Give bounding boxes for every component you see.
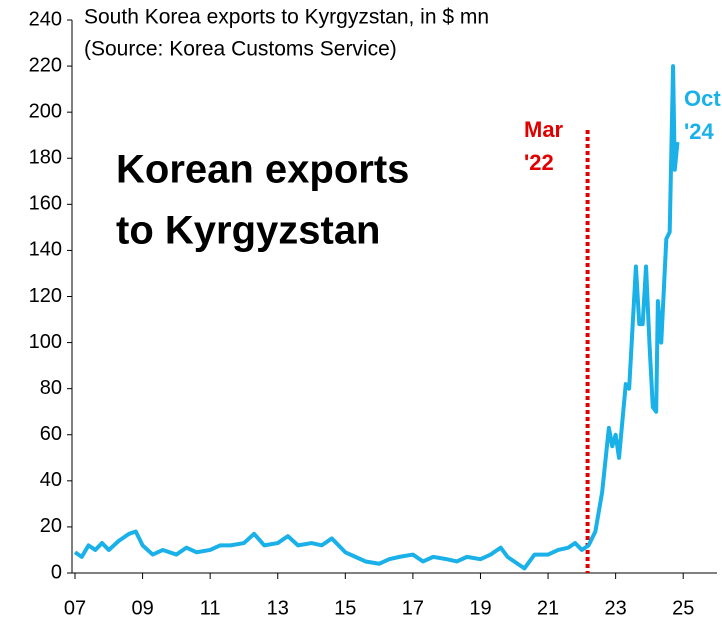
x-tick-label: 19	[469, 597, 491, 619]
x-tick-label: 07	[64, 597, 86, 619]
x-tick-label: 25	[672, 597, 694, 619]
y-tick-label: 160	[29, 193, 62, 215]
event-label: Mar	[524, 117, 564, 142]
y-tick-label: 0	[51, 561, 62, 583]
x-tick-label: 21	[537, 597, 559, 619]
event-label: '22	[524, 150, 554, 175]
x-tick-label: 15	[334, 597, 356, 619]
end-label: Oct	[684, 86, 721, 111]
chart-title: South Korea exports to Kyrgyzstan, in $ …	[84, 6, 489, 29]
x-tick-label: 23	[605, 597, 627, 619]
y-tick-label: 240	[29, 8, 62, 30]
y-tick-label: 60	[40, 423, 62, 445]
x-tick-label: 17	[402, 597, 424, 619]
annotation: Korean exports	[116, 148, 409, 192]
y-tick-label: 120	[29, 285, 62, 307]
y-tick-label: 40	[40, 469, 62, 491]
y-tick-label: 220	[29, 54, 62, 76]
y-tick-label: 180	[29, 147, 62, 169]
y-tick-label: 20	[40, 515, 62, 537]
x-tick-label: 13	[267, 597, 289, 619]
y-tick-label: 140	[29, 239, 62, 261]
annotation: to Kyrgyzstan	[116, 209, 381, 253]
chart-subtitle: (Source: Korea Customs Service)	[84, 38, 397, 61]
y-tick-label: 80	[40, 377, 62, 399]
end-label: '24	[684, 119, 714, 144]
y-tick-label: 200	[29, 100, 62, 122]
data-line	[73, 64, 680, 571]
x-tick-label: 09	[131, 597, 153, 619]
y-tick-label: 100	[29, 331, 62, 353]
x-tick-label: 11	[200, 597, 221, 619]
